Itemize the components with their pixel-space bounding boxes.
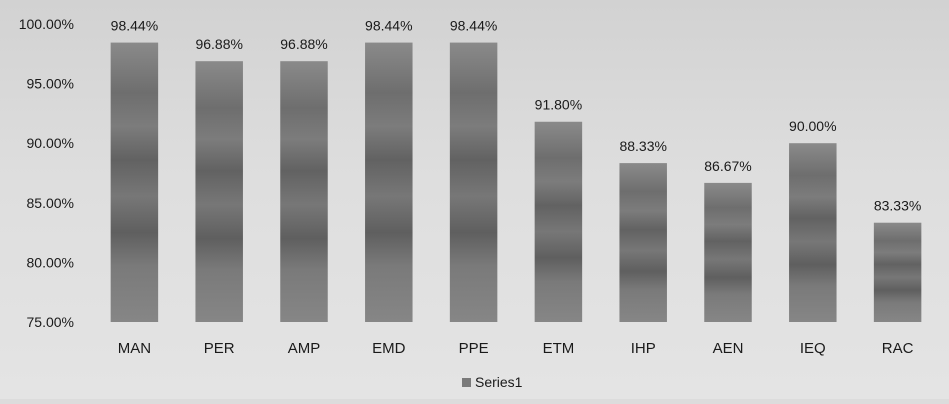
- data-label: 96.88%: [195, 36, 242, 52]
- bar: [534, 121, 583, 322]
- x-tick-label: IEQ: [800, 340, 826, 357]
- bar: [280, 61, 328, 322]
- y-tick-label: 75.00%: [27, 314, 74, 330]
- bar: [110, 42, 159, 322]
- bar: [619, 163, 667, 322]
- legend-label: Series1: [475, 374, 523, 390]
- y-tick-label: 95.00%: [27, 76, 74, 92]
- x-tick-label: IHP: [631, 340, 656, 357]
- x-tick-label: AEN: [713, 340, 744, 357]
- data-label: 96.88%: [280, 36, 327, 52]
- data-label: 88.33%: [619, 138, 666, 154]
- bar: [195, 61, 243, 322]
- x-tick-label: PER: [204, 340, 235, 357]
- bar: [704, 182, 752, 322]
- data-label: 98.44%: [365, 18, 412, 34]
- bars: [110, 42, 922, 322]
- data-label: 98.44%: [111, 18, 158, 34]
- y-tick-label: 85.00%: [27, 195, 74, 211]
- bar: [873, 222, 922, 322]
- data-label: 91.80%: [535, 97, 582, 113]
- x-tick-label: AMP: [288, 340, 321, 357]
- bar: [789, 143, 837, 322]
- legend: Series1: [462, 374, 523, 390]
- x-tick-label: RAC: [882, 340, 914, 357]
- data-labels: 98.44% 96.88% 96.88% 98.44% 98.44% 91.80% 88.3…: [111, 18, 922, 214]
- y-tick-label: 80.00%: [27, 254, 74, 270]
- legend-swatch: [462, 378, 471, 387]
- data-label: 98.44%: [450, 18, 497, 34]
- x-axis: MAN PER AMP EMD PPE ETM IHP AEN IEQ RAC: [118, 340, 914, 357]
- bar: [449, 42, 498, 322]
- y-tick-label: 100.00%: [19, 16, 74, 32]
- x-tick-label: PPE: [459, 340, 489, 357]
- y-tick-label: 90.00%: [27, 135, 74, 151]
- data-label: 83.33%: [874, 198, 921, 214]
- bar: [365, 42, 413, 322]
- x-tick-label: ETM: [543, 340, 575, 357]
- y-axis: 75.00% 80.00% 85.00% 90.00% 95.00% 100.00%: [19, 16, 74, 330]
- x-tick-label: EMD: [372, 340, 406, 357]
- x-tick-label: MAN: [118, 340, 151, 357]
- data-label: 86.67%: [704, 158, 751, 174]
- data-label: 90.00%: [789, 118, 836, 134]
